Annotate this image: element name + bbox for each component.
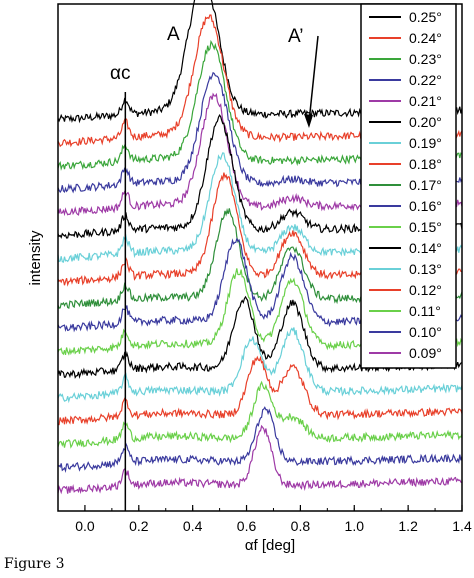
x-tick-label-0: 0.0 [75,518,95,534]
legend-label-6: 0.19° [409,135,442,151]
x-axis-title: αf [deg] [245,537,295,554]
x-tick-label-5: 1.0 [345,518,365,534]
legend-label-16: 0.09° [409,345,442,361]
annotation-A-prime: A’ [288,26,303,47]
legend-label-0: 0.25° [409,9,442,25]
legend-label-3: 0.22° [409,72,442,88]
legend-label-4: 0.21° [409,93,442,109]
x-tick-label-3: 0.6 [237,518,257,534]
legend-label-1: 0.24° [409,30,442,46]
x-tick-label-4: 0.8 [291,518,311,534]
legend-label-14: 0.11° [409,303,441,319]
legend-label-15: 0.10° [409,324,442,340]
y-axis-title: intensity [27,230,44,286]
series-line-15 [57,406,463,474]
legend-label-13: 0.12° [409,282,442,298]
legend-label-7: 0.18° [409,156,442,172]
legend-label-9: 0.16° [409,198,442,214]
figure-caption: Figure 3 [4,556,65,572]
legend-label-11: 0.14° [409,240,442,256]
x-tick-label-2: 0.4 [183,518,203,534]
legend-label-5: 0.20° [409,114,442,130]
annotation-alpha-c: αc [110,63,130,84]
legend-label-2: 0.23° [409,51,442,67]
legend-label-8: 0.17° [409,177,442,193]
chart: 0.0 0.2 0.4 0.6 0.8 1.0 1.2 1.4 αf [deg] intensit… [27,0,472,554]
x-tick-label-1: 0.2 [129,518,149,534]
arrow-line [308,35,319,123]
x-tick-label-7: 1.4 [452,518,472,534]
plot-frame [57,3,463,512]
arrow-head [304,114,313,128]
legend-label-12: 0.13° [409,261,442,277]
x-tick-label-6: 1.2 [398,518,418,534]
annotation-A: A [167,24,180,45]
legend-label-10: 0.15° [409,219,442,235]
